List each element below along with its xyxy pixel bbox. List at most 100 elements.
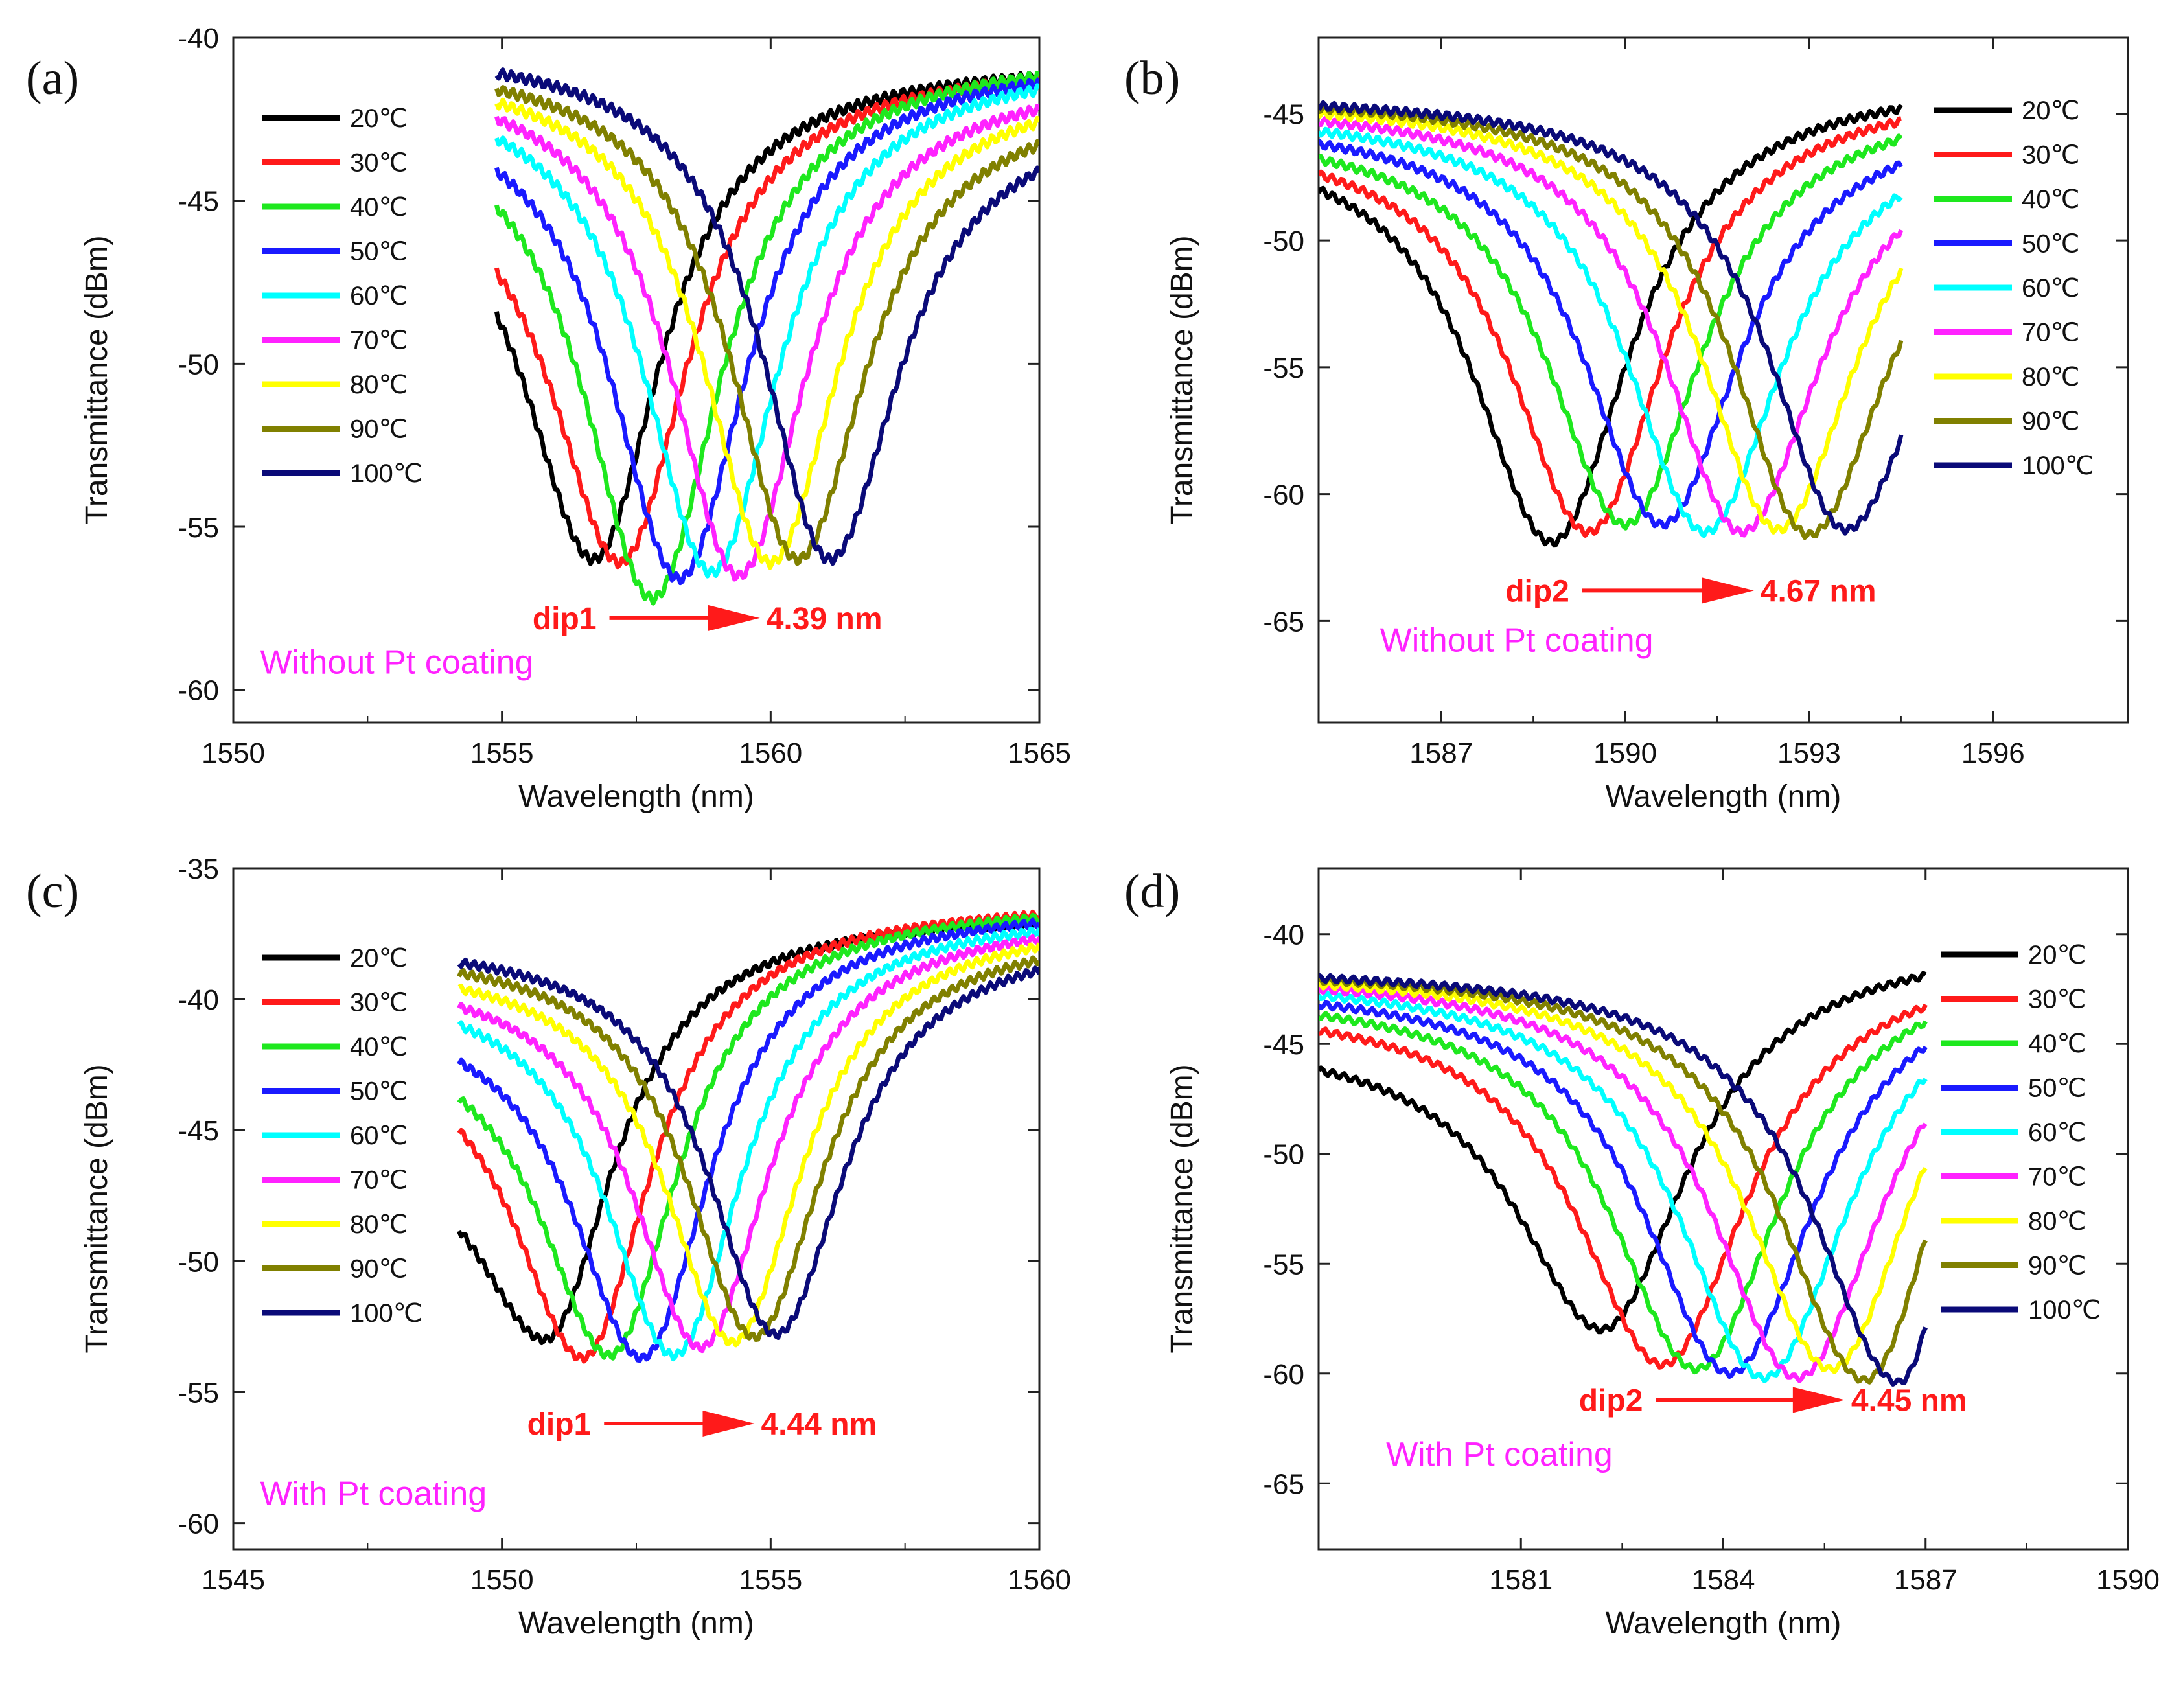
legend-label: 90℃ <box>350 415 408 444</box>
x-tick-label: 1590 <box>1593 737 1657 769</box>
panel-label: (c) <box>26 865 79 918</box>
panel-label: (b) <box>1124 52 1180 105</box>
panel-b: 1587 1590 1593 1596 -45 -50 -55 -60 -65 Wavelengt… <box>1124 36 2129 814</box>
shift-arrow-head <box>1702 577 1754 604</box>
legend-label: 30℃ <box>350 149 408 178</box>
series-line-70C <box>1319 984 1928 1383</box>
legend-label: 60℃ <box>350 1122 408 1150</box>
series-line-50C <box>1319 1000 1928 1379</box>
series-line-90C <box>1319 103 1904 540</box>
y-tick-label: -60 <box>1263 1359 1304 1391</box>
y-tick-label: -35 <box>178 853 219 885</box>
dip-label: dip2 <box>1505 574 1569 608</box>
y-axis-label: Transmittance (dBm) <box>80 235 114 524</box>
legend-label: 80℃ <box>2022 363 2079 391</box>
coating-note: Without Pt coating <box>260 644 533 682</box>
panel-d: 1581 1584 1587 1590 -40 -45 -50 -55 -60 -65 Wavele… <box>1124 865 2160 1641</box>
panel-label: (d) <box>1124 865 1180 918</box>
legend-label: 90℃ <box>350 1255 408 1284</box>
plot-frame <box>1317 36 2129 724</box>
legend-label: 50℃ <box>2028 1074 2086 1103</box>
legend-label: 100℃ <box>350 459 422 488</box>
legend-label: 60℃ <box>350 282 408 310</box>
series-line-100C <box>1319 100 1904 536</box>
legend-label: 20℃ <box>2028 941 2086 969</box>
legend-label: 70℃ <box>350 1166 408 1195</box>
series-line-80C <box>1319 980 1928 1374</box>
y-tick-label: -40 <box>1263 919 1304 951</box>
series-line-60C <box>1319 126 1903 538</box>
series-line-100C <box>457 957 1039 1340</box>
shift-arrow-head <box>1792 1387 1845 1413</box>
legend-label: 90℃ <box>2028 1252 2086 1280</box>
x-tick-label: 1593 <box>1777 737 1841 769</box>
y-axis-label: Transmittance (dBm) <box>80 1064 114 1353</box>
x-tick-label: 1590 <box>2096 1564 2160 1596</box>
x-tick-label: 1555 <box>470 737 534 769</box>
series-line-30C <box>457 909 1039 1364</box>
legend-label: 50℃ <box>350 238 408 266</box>
y-tick-label: -50 <box>1263 1139 1304 1171</box>
panel-label: (a) <box>26 52 79 105</box>
legend-label: 50℃ <box>2022 230 2079 259</box>
series-line-30C <box>1319 116 1902 538</box>
x-tick-label: 1587 <box>1894 1564 1958 1596</box>
series-line-80C <box>494 97 1039 570</box>
legend-label: 20℃ <box>350 944 408 973</box>
shift-value-label: 4.39 nm <box>767 602 883 636</box>
y-tick-label: -45 <box>178 1115 219 1147</box>
series-line-60C <box>1319 991 1928 1383</box>
x-tick-label: 1550 <box>470 1564 534 1596</box>
legend-label: 40℃ <box>2022 185 2079 214</box>
y-tick-label: -55 <box>1263 1249 1304 1280</box>
y-tick-label: -40 <box>178 23 219 54</box>
series-line-50C <box>494 77 1039 586</box>
panel-c: 1545 1550 1555 1560 -35 -40 -45 -50 -55 -60 Wavele… <box>26 853 1071 1641</box>
series-line-100C <box>494 67 1039 566</box>
y-axis-label: Transmittance (dBm) <box>1165 1064 1199 1353</box>
legend-label: 70℃ <box>2028 1163 2086 1192</box>
y-tick-label: -65 <box>1263 606 1304 638</box>
series-line-70C <box>1319 115 1904 538</box>
legend-label: 30℃ <box>2028 986 2086 1014</box>
legend-label: 30℃ <box>350 989 408 1017</box>
x-axis-label: Wavelength (nm) <box>518 1606 754 1641</box>
series-line-50C <box>457 917 1039 1363</box>
y-tick-label: -60 <box>1263 479 1304 511</box>
series-line-70C <box>457 934 1039 1354</box>
legend-label: 40℃ <box>2028 1030 2086 1058</box>
series-line-20C <box>1319 103 1903 548</box>
series-group <box>457 909 1039 1364</box>
legend-label: 70℃ <box>2022 319 2079 347</box>
panel-a: 1550 1555 1560 1565 -40 -45 -50 -55 -60 Wavelengt… <box>26 23 1071 814</box>
legend-label: 20℃ <box>350 104 408 133</box>
y-tick-label: -60 <box>178 675 219 707</box>
series-line-20C <box>1319 971 1927 1335</box>
shift-arrow-head <box>702 1410 755 1437</box>
y-tick-label: -60 <box>178 1508 219 1540</box>
x-tick-label: 1555 <box>739 1564 802 1596</box>
legend-label: 80℃ <box>350 1210 408 1239</box>
x-tick-label: 1581 <box>1489 1564 1553 1596</box>
x-axis-label: Wavelength (nm) <box>1606 779 1842 814</box>
series-line-60C <box>457 927 1039 1362</box>
legend-label: 50℃ <box>350 1078 408 1106</box>
series-line-50C <box>1319 139 1903 530</box>
series-group <box>494 67 1039 606</box>
series-line-90C <box>494 85 1039 566</box>
legend-label: 90℃ <box>2022 408 2079 436</box>
shift-arrow-head <box>708 605 760 631</box>
y-tick-label: -50 <box>1263 225 1304 257</box>
series-line-70C <box>494 103 1039 582</box>
x-tick-label: 1587 <box>1409 737 1473 769</box>
coating-note: Without Pt coating <box>1380 621 1654 659</box>
dip-label: dip1 <box>527 1407 592 1442</box>
series-line-30C <box>1319 1003 1928 1370</box>
x-axis-label: Wavelength (nm) <box>1606 1606 1842 1641</box>
y-tick-label: -50 <box>178 349 219 380</box>
y-tick-label: -65 <box>1263 1468 1304 1500</box>
legend-label: 100℃ <box>2022 452 2094 480</box>
series-line-60C <box>494 83 1039 579</box>
dip-label: dip2 <box>1579 1383 1643 1418</box>
